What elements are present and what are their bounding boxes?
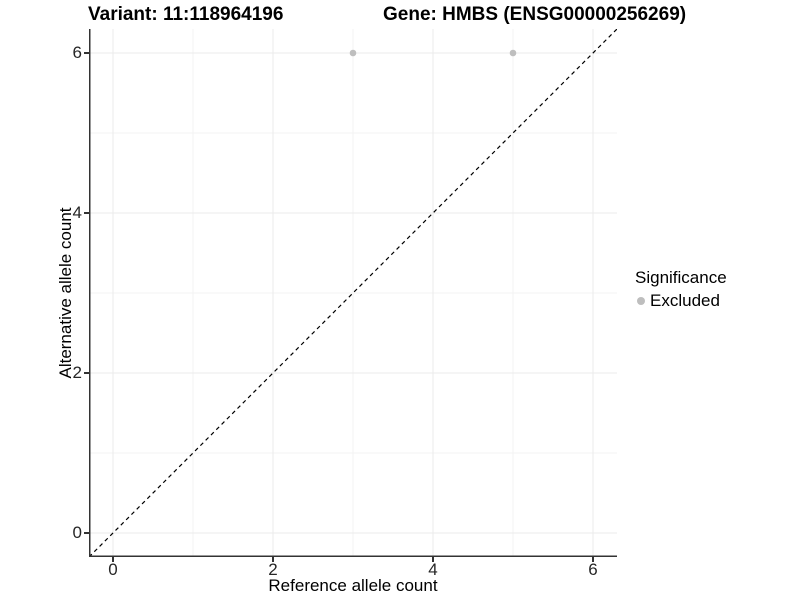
x-tick-label: 4 (428, 560, 438, 579)
y-axis-title: Alternative allele count (56, 207, 75, 379)
legend: Significance Excluded (635, 268, 727, 310)
x-tick-label: 0 (108, 560, 118, 579)
data-point-excluded (509, 49, 517, 57)
legend-item-label: Excluded (650, 291, 720, 310)
legend-title: Significance (635, 268, 727, 287)
legend-item: Excluded (635, 292, 727, 310)
y-tick-label: 6 (72, 43, 82, 62)
variant-title: Variant: 11:118964196 (88, 4, 284, 25)
gene-title: Gene: HMBS (ENSG00000256269) (383, 4, 687, 25)
x-axis-title: Reference allele count (268, 576, 438, 595)
legend-key-dot-icon (637, 297, 645, 305)
plot-canvas (89, 29, 617, 557)
y-tick-mark (84, 532, 89, 534)
legend-items: Excluded (635, 292, 727, 310)
x-tick-mark (112, 557, 114, 562)
data-point-excluded (349, 49, 357, 57)
y-tick-label: 4 (72, 203, 82, 222)
y-tick-mark (84, 212, 89, 214)
y-tick-mark (84, 52, 89, 54)
x-tick-mark (272, 557, 274, 562)
x-tick-mark (592, 557, 594, 562)
plot-panel (89, 29, 617, 557)
y-tick-label: 2 (72, 363, 82, 382)
x-tick-label: 6 (588, 560, 598, 579)
x-tick-label: 2 (268, 560, 278, 579)
x-tick-mark (432, 557, 434, 562)
y-tick-label: 0 (72, 523, 82, 542)
y-tick-mark (84, 372, 89, 374)
